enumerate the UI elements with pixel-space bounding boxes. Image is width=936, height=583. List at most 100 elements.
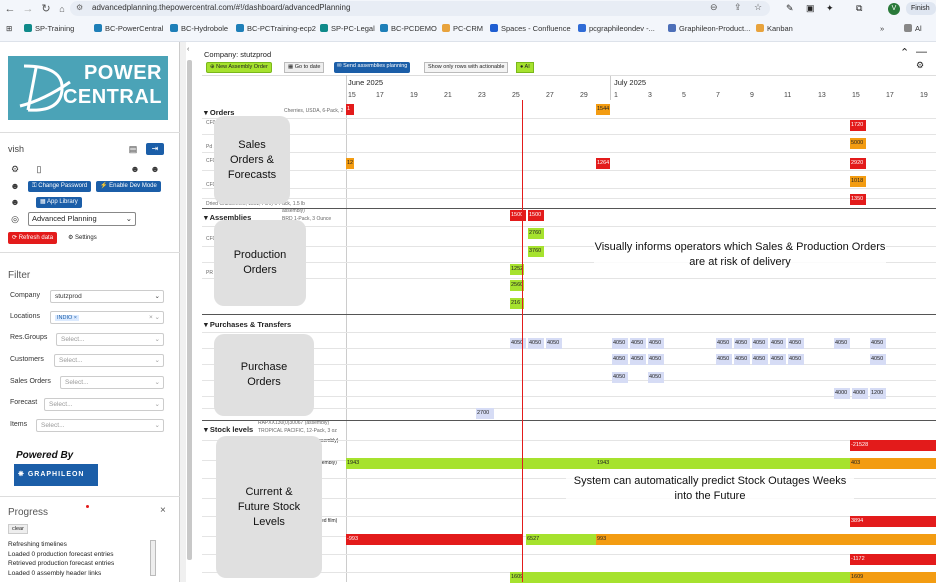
timeline-bar[interactable]: 1264 bbox=[596, 158, 610, 169]
gear-icon[interactable]: ⚙ bbox=[916, 60, 925, 70]
bookmark-bc-pctraining[interactable]: BC-PCTraining-ecp2 bbox=[236, 22, 316, 36]
timeline-bar[interactable]: 3894 bbox=[850, 516, 936, 527]
all-bookmarks[interactable]: Al bbox=[904, 22, 922, 36]
section-orders[interactable]: ▾ Orders bbox=[204, 108, 235, 117]
timeline-bar[interactable]: 12 bbox=[346, 158, 354, 169]
collapse-icon[interactable]: ⌃ bbox=[900, 47, 910, 59]
settings-button[interactable]: ⚙ Settings bbox=[68, 235, 97, 241]
share-icon[interactable]: ⇪ bbox=[734, 2, 742, 12]
refresh-data-button[interactable]: ⟳ Refresh data bbox=[8, 232, 58, 244]
timeline-bar[interactable]: 4000 bbox=[834, 388, 850, 399]
timeline-bar[interactable]: 1544 bbox=[596, 104, 610, 115]
go-to-date-button[interactable]: ▦ Go to date bbox=[284, 62, 325, 73]
timeline-bar[interactable]: 2700 bbox=[476, 408, 494, 419]
bookmark-confluence[interactable]: Spaces - Confluence bbox=[490, 22, 571, 36]
timeline-bar[interactable]: 4050 bbox=[648, 354, 664, 365]
star-icon[interactable]: ☆ bbox=[754, 2, 763, 12]
gears-icon[interactable]: ⚙ bbox=[10, 164, 20, 174]
timeline-bar[interactable]: 3760 bbox=[528, 246, 544, 257]
extensions-icon[interactable]: ▣ bbox=[806, 3, 815, 13]
apps-icon[interactable]: ⊞ bbox=[6, 24, 13, 33]
timeline-bar[interactable]: 4050 bbox=[630, 354, 646, 365]
timeline-bar[interactable]: 4050 bbox=[716, 354, 732, 365]
splitter[interactable] bbox=[180, 42, 186, 582]
users-icon[interactable]: ☻ bbox=[150, 164, 160, 174]
timeline-bar[interactable]: 1018 bbox=[850, 176, 866, 187]
send-assemblies-button[interactable]: ✉ Send assemblies planning bbox=[334, 62, 411, 73]
section-assemblies[interactable]: ▾ Assemblies bbox=[204, 213, 252, 222]
timeline-bar[interactable]: 4050 bbox=[648, 338, 664, 349]
id-card-icon[interactable]: ▤ bbox=[128, 144, 138, 154]
company-select[interactable]: stutzprod ⌄ bbox=[50, 290, 164, 303]
sidebar-scrollbar[interactable] bbox=[187, 60, 192, 560]
timeline-bar[interactable]: 4050 bbox=[546, 338, 562, 349]
address-bar[interactable]: ⚙ advancedplanning.thepowercentral.com/#… bbox=[70, 1, 770, 16]
timeline-bar[interactable]: 4050 bbox=[630, 338, 646, 349]
timeline-bar[interactable]: 216 bbox=[510, 298, 524, 309]
timeline-bar[interactable]: 1500 bbox=[528, 210, 544, 221]
timeline-bar[interactable]: 4050 bbox=[612, 338, 628, 349]
user-icon[interactable]: ☻ bbox=[130, 164, 140, 174]
app-select[interactable]: Advanced Planning ⌄ bbox=[28, 212, 136, 226]
reload-icon[interactable]: ↻ bbox=[41, 3, 51, 15]
timeline-bar[interactable]: 4050 bbox=[870, 354, 886, 365]
section-stock[interactable]: ▾ Stock levels bbox=[204, 425, 254, 434]
timeline-bar[interactable]: 4050 bbox=[788, 354, 804, 365]
timeline-bar[interactable]: -993 bbox=[346, 534, 522, 545]
timeline-bar[interactable]: 4050 bbox=[648, 372, 664, 383]
finish-button[interactable]: Finish bbox=[906, 2, 936, 15]
timeline-bar[interactable]: 1943 bbox=[596, 458, 850, 469]
timeline-bar[interactable]: 1 bbox=[346, 104, 354, 115]
section-purchases[interactable]: ▾ Purchases & Transfers bbox=[204, 320, 292, 329]
timeline-bar[interactable]: 6527 bbox=[526, 534, 596, 545]
bookmark-sp-training[interactable]: SP-Training bbox=[24, 22, 74, 36]
close-icon[interactable]: × bbox=[160, 505, 166, 516]
items-select[interactable]: Select... ⌄ bbox=[36, 419, 164, 432]
timeline-bar[interactable]: 4050 bbox=[870, 338, 886, 349]
bookmark-pc-crm[interactable]: PC-CRM bbox=[442, 22, 483, 36]
timeline-bar[interactable]: 2760 bbox=[528, 228, 544, 239]
new-assembly-order-button[interactable]: ⊕ New Assembly Order bbox=[206, 62, 272, 73]
timeline-bar[interactable]: 993 bbox=[596, 534, 936, 545]
extension-icon[interactable]: ✎ bbox=[786, 3, 794, 13]
timeline-bar[interactable]: 4050 bbox=[770, 338, 786, 349]
timeline-bar[interactable]: 4050 bbox=[770, 354, 786, 365]
timeline-bar[interactable]: 5000 bbox=[850, 138, 866, 149]
timeline-bar[interactable]: 1200 bbox=[870, 388, 886, 399]
timeline-bar[interactable]: 2920 bbox=[850, 158, 866, 169]
timeline-bar[interactable]: 4050 bbox=[510, 338, 526, 349]
timeline-bar[interactable]: 4050 bbox=[612, 372, 628, 383]
timeline-bar[interactable]: 4050 bbox=[528, 338, 544, 349]
timeline-bar[interactable]: -1172 bbox=[850, 554, 936, 565]
timeline-bar[interactable]: 1252 bbox=[510, 264, 524, 275]
profile-avatar[interactable]: V bbox=[888, 3, 900, 15]
timeline-bar[interactable]: 1609 bbox=[510, 572, 850, 583]
timeline-bar[interactable]: 4050 bbox=[734, 354, 750, 365]
collapse-sidebar-icon[interactable]: ‹ bbox=[187, 46, 190, 53]
ai-button[interactable]: ● AI bbox=[516, 62, 534, 73]
document-icon[interactable]: ▯ bbox=[36, 164, 42, 174]
timeline-bar[interactable]: 4050 bbox=[752, 354, 768, 365]
timeline-bar[interactable]: 2560 bbox=[510, 280, 524, 291]
bookmark-overflow[interactable]: » bbox=[880, 24, 885, 33]
bookmark-graphileon-product[interactable]: Graphileon-Product... bbox=[668, 22, 750, 36]
bookmark-bc-pcdemo[interactable]: BC-PCDEMO bbox=[380, 22, 437, 36]
minimize-icon[interactable]: — bbox=[916, 46, 927, 58]
timeline-bar[interactable]: 4050 bbox=[734, 338, 750, 349]
salesorders-select[interactable]: Select... ⌄ bbox=[60, 376, 164, 389]
timeline-bar[interactable]: -21528 bbox=[850, 440, 936, 451]
app-library-button[interactable]: ▦ App Library bbox=[36, 197, 82, 208]
logout-button[interactable]: ⇥ bbox=[146, 143, 164, 155]
timeline-bar[interactable]: 1943 bbox=[346, 458, 596, 469]
locations-select[interactable]: INDIO × × ⌄ bbox=[50, 311, 164, 324]
timeline-bar[interactable]: 4050 bbox=[788, 338, 804, 349]
timeline-bar[interactable]: 403 bbox=[850, 458, 936, 469]
forward-icon[interactable]: → bbox=[22, 3, 34, 15]
timeline-bar[interactable]: 4050 bbox=[834, 338, 850, 349]
timeline-bar[interactable]: 4050 bbox=[612, 354, 628, 365]
bookmark-bc-hydrobole[interactable]: BC-Hydrobole bbox=[170, 22, 228, 36]
enable-dev-mode-button[interactable]: ⚡ Enable Dev Mode bbox=[96, 181, 161, 192]
timeline-bar[interactable]: 1500 bbox=[510, 210, 526, 221]
timeline-bar[interactable]: 4050 bbox=[716, 338, 732, 349]
customers-select[interactable]: Select... ⌄ bbox=[54, 354, 164, 367]
